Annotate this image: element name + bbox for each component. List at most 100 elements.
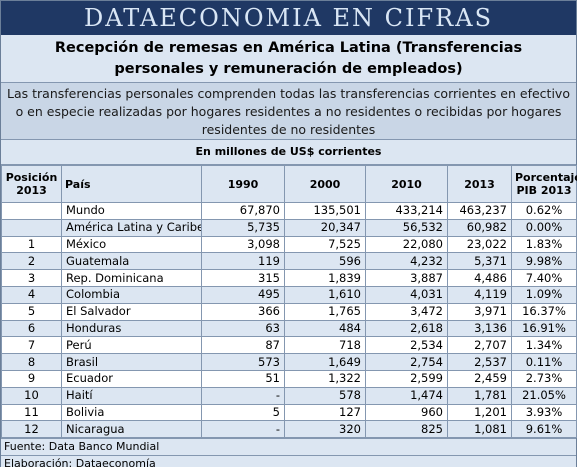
table-cell: Nicaragua bbox=[61, 420, 202, 439]
table-cell: 315 bbox=[201, 269, 285, 287]
table-cell: 1.09% bbox=[511, 285, 577, 304]
table-cell: 4,486 bbox=[447, 269, 512, 287]
table-cell: 1,201 bbox=[447, 403, 512, 422]
table-cell: 12 bbox=[1, 420, 62, 439]
table-cell: 11 bbox=[1, 403, 62, 422]
table-cell: 4,232 bbox=[365, 252, 448, 271]
table-cell: 10 bbox=[1, 386, 62, 405]
table-row: 12 Nicaragua -320 825 1,081 9.61% bbox=[1, 420, 577, 439]
table-cell: 9.98% bbox=[511, 252, 577, 271]
table-cell: 718 bbox=[284, 336, 366, 355]
table-row: 8 Brasil 573 1,649 2,754 2,537 0.11% bbox=[1, 353, 577, 371]
table-cell: 3.93% bbox=[511, 403, 577, 422]
table-cell: 7 bbox=[1, 336, 62, 355]
table-row: 9 Ecuador 51 1,322 2,599 2,459 2.73% bbox=[1, 369, 577, 388]
table-cell: 0.11% bbox=[511, 353, 577, 371]
table-cell: 127 bbox=[284, 403, 366, 422]
table-cell: 119 bbox=[201, 252, 285, 271]
table-cell: 2,537 bbox=[447, 353, 512, 371]
table-cell: 51 bbox=[201, 369, 285, 388]
table-row: 7 Perú 87 718 2,534 2,707 1.34% bbox=[1, 336, 577, 355]
table-cell: Rep. Dominicana bbox=[61, 269, 202, 287]
table-cell: 1,081 bbox=[447, 420, 512, 439]
table-cell: México bbox=[61, 235, 202, 254]
table-cell: 3 bbox=[1, 269, 62, 287]
table: Posición 2013 País 1990 2000 2010 2013 Porcent… bbox=[1, 165, 577, 439]
table-cell: 63 bbox=[201, 319, 285, 338]
subtitle: Recepción de remesas en América Latina (… bbox=[1, 35, 576, 83]
table-cell: 463,237 bbox=[447, 202, 512, 220]
table-row: 11 Bolivia 5 127 960 1,201 3.93% bbox=[1, 403, 577, 422]
table-cell: América Latina y Caribe bbox=[61, 218, 202, 237]
table-cell: 2,618 bbox=[365, 319, 448, 338]
table-cell: 87 bbox=[201, 336, 285, 355]
column-header: 1990 bbox=[201, 165, 285, 203]
table-cell: 2,459 bbox=[447, 369, 512, 388]
table-row: América Latina y Caribe 5,735 20,347 56,532… bbox=[1, 218, 577, 237]
table-cell: 3,472 bbox=[365, 302, 448, 321]
table-cell: 495 bbox=[201, 285, 285, 304]
table-cell: 1.83% bbox=[511, 235, 577, 254]
table-cell: Ecuador bbox=[61, 369, 202, 388]
table-cell: 135,501 bbox=[284, 202, 366, 220]
table-cell: 4 bbox=[1, 285, 62, 304]
table-cell: 1,839 bbox=[284, 269, 366, 287]
table-cell: 3,887 bbox=[365, 269, 448, 287]
table-cell: 60,982 bbox=[447, 218, 512, 237]
table-cell: Haití bbox=[61, 386, 202, 405]
table-cell: 9 bbox=[1, 369, 62, 388]
table-cell: 7.40% bbox=[511, 269, 577, 287]
table-cell: 0.00% bbox=[511, 218, 577, 237]
table-cell: 2,754 bbox=[365, 353, 448, 371]
table-row: 10 Haití -578 1,474 1,781 21.05% bbox=[1, 386, 577, 405]
table-cell: 21.05% bbox=[511, 386, 577, 405]
table-cell: 573 bbox=[201, 353, 285, 371]
table-row: Mundo 67,870 135,501 433,214 463,237 0.62% bbox=[1, 202, 577, 220]
table-cell: 5 bbox=[201, 403, 285, 422]
table-cell: 7,525 bbox=[284, 235, 366, 254]
table-cell: 23,022 bbox=[447, 235, 512, 254]
source: Fuente: Data Banco Mundial bbox=[1, 438, 576, 456]
table-cell: 1,649 bbox=[284, 353, 366, 371]
table-cell: 8 bbox=[1, 353, 62, 371]
table-cell: 1 bbox=[1, 235, 62, 254]
table-cell: 1.34% bbox=[511, 336, 577, 355]
table-cell: Brasil bbox=[61, 353, 202, 371]
table-cell: 56,532 bbox=[365, 218, 448, 237]
table-cell: 5,371 bbox=[447, 252, 512, 271]
table-cell: 2,534 bbox=[365, 336, 448, 355]
table-cell: 4,031 bbox=[365, 285, 448, 304]
table-row: 6 Honduras 63 484 2,618 3,136 16.91% bbox=[1, 319, 577, 338]
table-cell: 1,765 bbox=[284, 302, 366, 321]
table-cell bbox=[1, 202, 62, 220]
description: Las transferencias personales comprenden… bbox=[1, 83, 576, 140]
table-cell: Honduras bbox=[61, 319, 202, 338]
table-cell: - bbox=[201, 386, 285, 405]
table-cell: 596 bbox=[284, 252, 366, 271]
column-header: 2000 bbox=[284, 165, 366, 203]
table-cell: 1,322 bbox=[284, 369, 366, 388]
table-row: 5 El Salvador 366 1,765 3,472 3,971 16.37% bbox=[1, 302, 577, 321]
column-header: Porcentaje PIB 2013 bbox=[511, 165, 577, 203]
table-cell: 22,080 bbox=[365, 235, 448, 254]
table-row: 1 México 3,098 7,525 22,080 23,022 1.83% bbox=[1, 235, 577, 254]
table-cell: 2 bbox=[1, 252, 62, 271]
table-row: 2 Guatemala 119 596 4,232 5,371 9.98% bbox=[1, 252, 577, 271]
table-cell: - bbox=[201, 420, 285, 439]
header-row: Posición 2013 País 1990 2000 2010 2013 Porcent… bbox=[1, 165, 577, 203]
table-cell bbox=[1, 218, 62, 237]
table-cell: 6 bbox=[1, 319, 62, 338]
table-cell: 4,119 bbox=[447, 285, 512, 304]
table-cell: 5 bbox=[1, 302, 62, 321]
table-cell: 3,971 bbox=[447, 302, 512, 321]
table-cell: Perú bbox=[61, 336, 202, 355]
table-cell: 67,870 bbox=[201, 202, 285, 220]
units: En millones de US$ corrientes bbox=[1, 140, 576, 165]
table-cell: Colombia bbox=[61, 285, 202, 304]
table-cell: 1,610 bbox=[284, 285, 366, 304]
table-cell: 960 bbox=[365, 403, 448, 422]
table-cell: 9.61% bbox=[511, 420, 577, 439]
table-cell: 2.73% bbox=[511, 369, 577, 388]
table-cell: Mundo bbox=[61, 202, 202, 220]
